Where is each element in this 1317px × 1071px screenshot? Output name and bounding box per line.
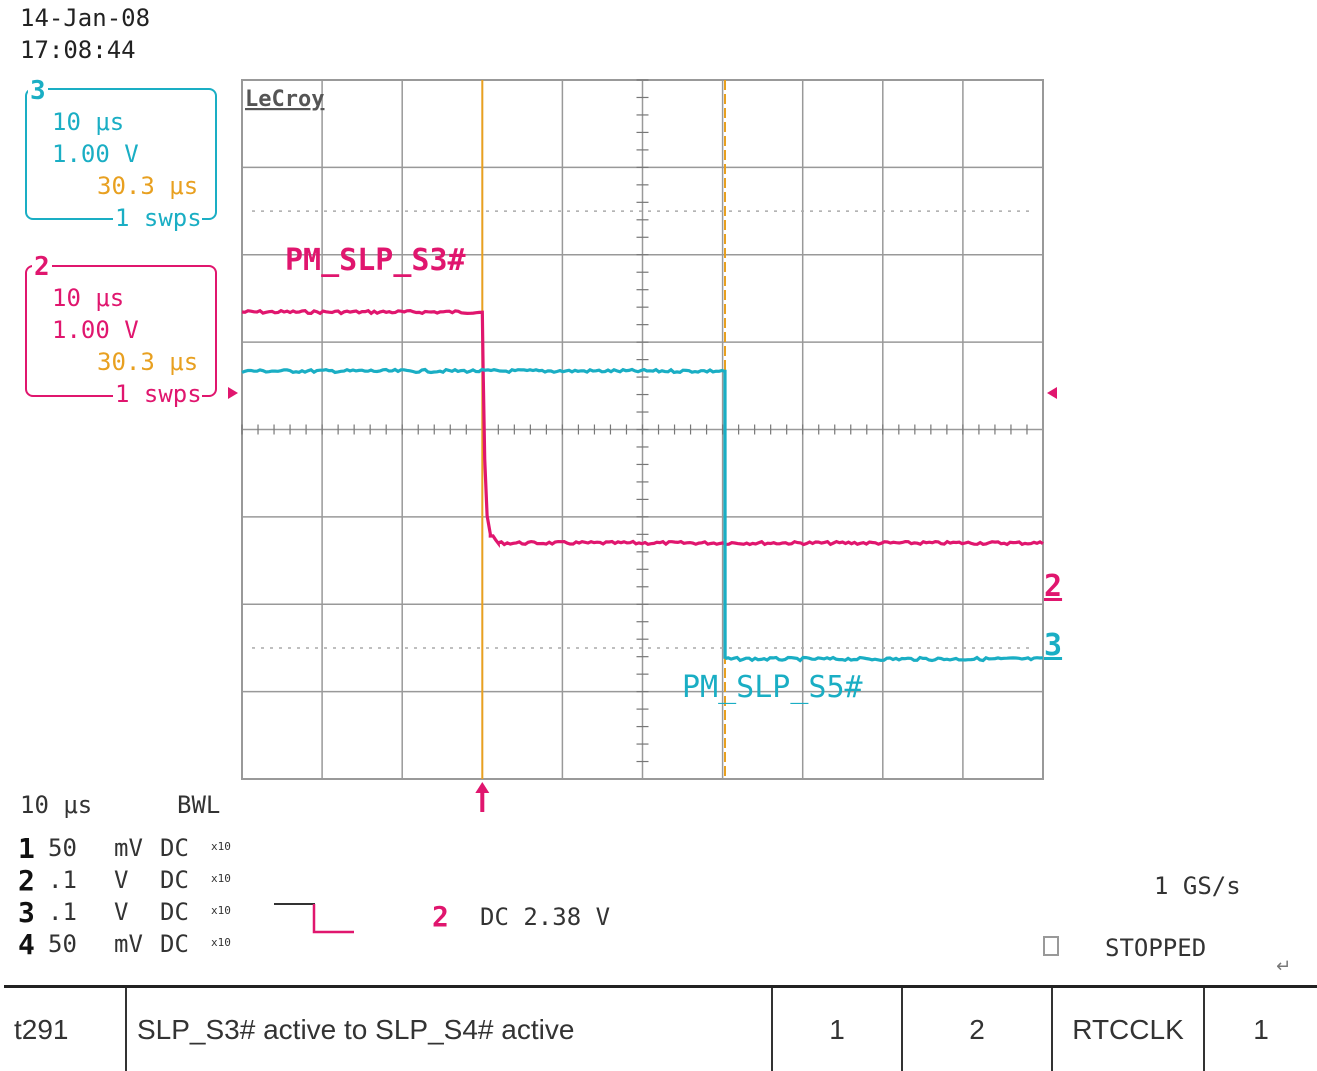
trigger-level: DC 2.38 V	[480, 903, 611, 931]
ch2-cursor-time: 30.3 μs	[97, 348, 199, 376]
graticule	[241, 79, 1044, 780]
channel-number: 2	[18, 864, 35, 897]
waveform-traces	[241, 308, 1044, 663]
trace-marker-ch3: 3	[1044, 628, 1062, 663]
ch2-level-marker-left	[228, 387, 238, 399]
trigger-position-arrowhead	[475, 782, 490, 793]
cursor-lines	[481, 80, 727, 779]
capture-time: 17:08:44	[20, 36, 136, 64]
channel-coupling: DC	[160, 930, 189, 958]
capture-date: 14-Jan-08	[20, 4, 151, 32]
scope-display: PM_SLP_S3# PM_SLP_S5# 2 3 LeCroy	[228, 79, 1062, 812]
bandwidth-limit: BWL	[177, 791, 221, 819]
probe-attenuation: x10	[211, 840, 231, 853]
probe-attenuation: x10	[211, 936, 231, 949]
table-cell-value-3: 1	[1203, 985, 1317, 1071]
trace-label-s3: PM_SLP_S3#	[285, 243, 466, 278]
ch3-cursor-time: 30.3 μs	[97, 172, 199, 200]
ch2-sweeps: 1 swps	[113, 382, 202, 406]
trace-annotations: PM_SLP_S3# PM_SLP_S5# 2 3 LeCroy	[228, 87, 1062, 812]
channel-number: 3	[18, 896, 35, 929]
channel-scale-value: 50	[48, 834, 77, 862]
trace-PM_SLP_S5#	[241, 367, 1044, 663]
channel-scale-unit: V	[114, 898, 129, 926]
channel-scale-unit: mV	[114, 834, 143, 862]
bottom-timebase: 10 μs	[20, 791, 93, 819]
channel-scale-value: .1	[48, 898, 77, 926]
channel-coupling: DC	[160, 834, 189, 862]
lecroy-logo: LeCroy	[245, 87, 324, 112]
trace-label-s5: PM_SLP_S5#	[682, 670, 863, 705]
channel-scale-value: .1	[48, 866, 77, 894]
status-checkbox[interactable]	[1043, 936, 1059, 956]
channel-coupling: DC	[160, 898, 189, 926]
return-arrow-icon: ↵	[1276, 956, 1292, 977]
ch3-timebase: 10 μs	[52, 108, 125, 136]
channel-number: 4	[18, 928, 35, 961]
channel-scale-value: 50	[48, 930, 77, 958]
trigger-channel: 2	[432, 900, 449, 933]
probe-attenuation: x10	[211, 872, 231, 885]
probe-attenuation: x10	[211, 904, 231, 917]
table-cell-value-1: 1	[771, 985, 902, 1071]
ch2-volts: 1.00 V	[52, 316, 139, 344]
channel-coupling: DC	[160, 866, 189, 894]
ch3-box-id: 3	[28, 76, 48, 106]
table-cell-clock: RTCCLK	[1051, 985, 1204, 1071]
ch3-sweeps: 1 swps	[113, 206, 202, 230]
ch2-level-marker-right	[1047, 387, 1057, 399]
channel-number: 1	[18, 832, 35, 865]
table-row: t291 SLP_S3# active to SLP_S4# active 1 …	[4, 985, 1317, 1071]
acquisition-status: STOPPED	[1105, 934, 1207, 962]
channel-scale-unit: mV	[114, 930, 143, 958]
channel-scale-unit: V	[114, 866, 129, 894]
table-cell-value-2: 2	[901, 985, 1052, 1071]
ch2-sweeps-count: 1	[115, 380, 130, 408]
ch2-sweeps-unit: swps	[143, 380, 202, 408]
timing-table: t291 SLP_S3# active to SLP_S4# active 1 …	[4, 985, 1317, 1071]
falling-edge-trigger-icon	[274, 903, 354, 934]
trace-marker-ch2: 2	[1044, 569, 1062, 604]
ch3-volts: 1.00 V	[52, 140, 139, 168]
table-cell-id: t291	[4, 985, 126, 1071]
ch3-sweeps-count: 1	[115, 204, 130, 232]
sample-rate: 1 GS/s	[1154, 872, 1241, 900]
ch2-box-id: 2	[32, 252, 52, 282]
ch2-timebase: 10 μs	[52, 284, 125, 312]
trace-PM_SLP_S3#	[241, 308, 1044, 548]
ch3-sweeps-unit: swps	[143, 204, 202, 232]
table-cell-description: SLP_S3# active to SLP_S4# active	[125, 985, 772, 1071]
